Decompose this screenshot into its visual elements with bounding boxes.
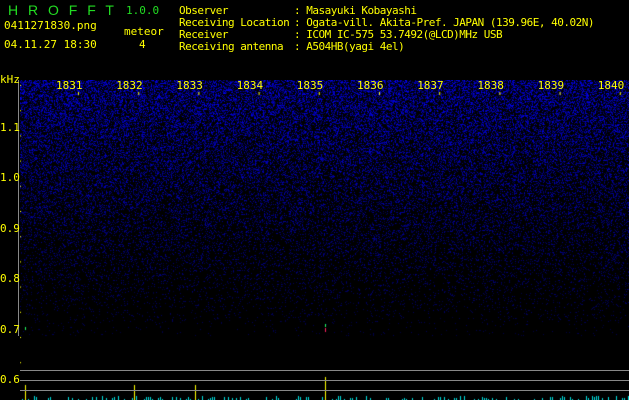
y-tick-label: 0.6 xyxy=(0,373,20,386)
meteor-count: 4 xyxy=(139,38,146,51)
info-value-observer: : Masayuki Kobayashi xyxy=(294,4,417,17)
x-tick-label: 1833 xyxy=(176,79,203,92)
x-tick-label: 1831 xyxy=(56,79,83,92)
app-logo: H R O F F T xyxy=(8,2,117,18)
y-unit-label: kHz xyxy=(0,73,20,86)
y-tick-label: 0.8 xyxy=(0,272,20,286)
info-value-location: : Ogata-vill. Akita-Pref. JAPAN (139.96E… xyxy=(294,16,595,29)
x-tick-label: 1836 xyxy=(357,79,384,92)
y-tick-label: 0.7 xyxy=(0,322,20,336)
info-label-antenna: Receiving antenna xyxy=(179,40,284,53)
gridline xyxy=(20,380,629,381)
file-datetime: 04.11.27 18:30 xyxy=(4,38,97,51)
info-label-observer: Observer xyxy=(179,4,228,17)
y-tick-label: 1.1 xyxy=(0,121,20,134)
y-tick-label: 1.0 xyxy=(0,171,20,185)
y-tick-label: 0.9 xyxy=(0,221,20,235)
x-tick-label: 1832 xyxy=(116,79,143,92)
x-tick-label: 1839 xyxy=(537,79,565,92)
app-version: 1.0.0 xyxy=(126,4,160,17)
file-name: 0411271830.png xyxy=(4,19,97,32)
meteor-label: meteor xyxy=(124,25,164,38)
x-tick-label: 1840 xyxy=(597,79,625,92)
x-tick-label: 1834 xyxy=(236,79,264,92)
gridline xyxy=(20,390,629,391)
gridline xyxy=(20,370,629,371)
info-value-antenna: : A504HB(yagi 4el) xyxy=(294,40,405,53)
x-tick-label: 1835 xyxy=(296,79,324,92)
x-tick-label: 1838 xyxy=(477,79,504,92)
y-axis-line xyxy=(18,80,19,336)
info-label-location: Receiving Location xyxy=(179,16,290,29)
x-tick-label: 1837 xyxy=(417,79,444,92)
spectrogram-canvas xyxy=(20,80,629,400)
info-value-receiver: : ICOM IC-575 53.7492(@LCD)MHz USB xyxy=(294,28,503,41)
info-label-receiver: Receiver xyxy=(179,28,228,41)
